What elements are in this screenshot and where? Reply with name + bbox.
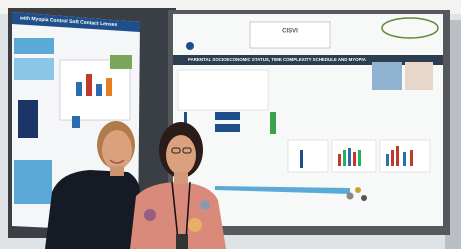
chart-bar <box>396 146 399 166</box>
text-block <box>178 70 268 110</box>
chart-bar <box>410 150 413 166</box>
chart-bar <box>343 150 346 166</box>
institution-logo <box>186 42 194 50</box>
sponsor-logo <box>361 195 367 201</box>
logo-text: CISVI <box>282 29 298 35</box>
page: {"posters": [ {"title": "with Myopia Con… <box>0 0 461 249</box>
chart-bar <box>76 82 82 96</box>
face <box>102 130 132 170</box>
figure <box>18 100 38 138</box>
chart-bar <box>348 148 351 166</box>
chart-bar <box>300 150 303 168</box>
info-box <box>14 160 52 204</box>
badge <box>176 234 188 249</box>
chart-bar <box>86 74 92 96</box>
flower-print <box>144 209 156 221</box>
neck <box>110 166 124 176</box>
chart-bar <box>338 154 341 166</box>
face <box>166 135 196 175</box>
flow-box <box>215 124 240 132</box>
chart-bar <box>106 78 112 96</box>
photo-thumb <box>110 55 132 69</box>
chart-bar <box>358 150 361 166</box>
photo: with Myopia Control Soft Contact Lenses … <box>0 0 461 249</box>
chart-bar <box>391 150 394 166</box>
info-box <box>14 58 54 80</box>
chart-bar <box>386 154 389 166</box>
flow-box <box>270 112 276 134</box>
info-box <box>14 38 54 54</box>
sponsor-logo <box>347 193 354 200</box>
chart-thumb <box>405 62 433 90</box>
logo-box <box>250 22 330 48</box>
poster-title: PARENTAL SOCIOECONOMIC STATUS, TIME COMP… <box>188 57 367 62</box>
flow-box <box>215 112 240 120</box>
neck <box>174 172 188 184</box>
chart-panel <box>288 140 328 172</box>
chart-bar <box>353 152 356 166</box>
flower-print <box>200 200 210 210</box>
photo-thumb <box>372 62 402 90</box>
shirt <box>45 170 140 249</box>
chart-bar <box>403 152 406 166</box>
chart-bar <box>72 116 80 128</box>
flower-print <box>188 218 202 232</box>
chart-bar <box>96 84 102 96</box>
sponsor-logo <box>355 187 361 193</box>
